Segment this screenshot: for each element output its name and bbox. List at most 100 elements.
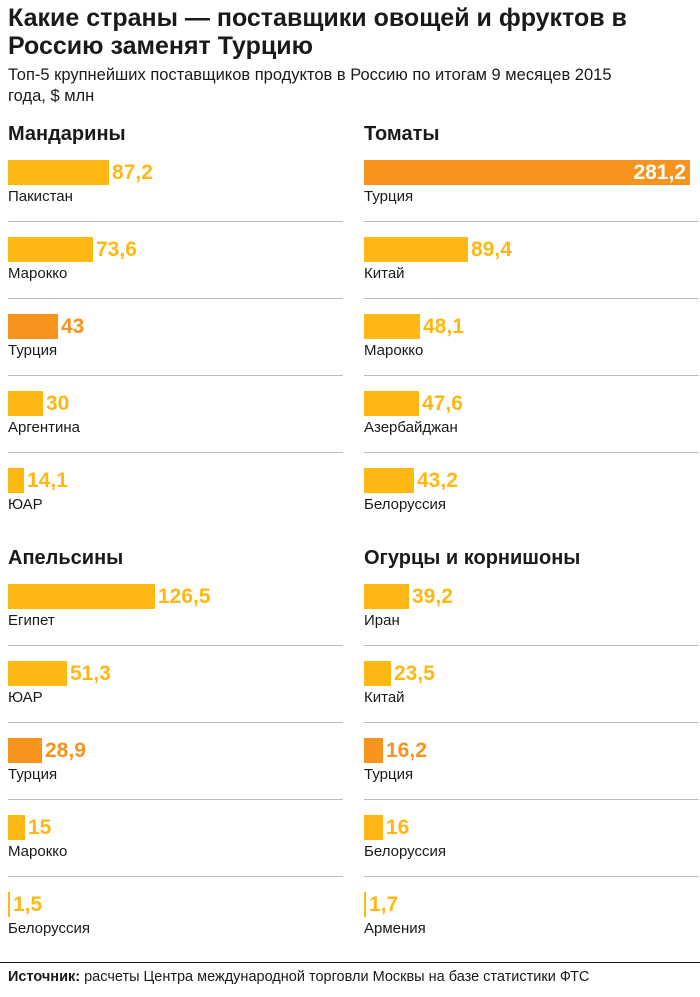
bar-row: 28,9 Турция: [8, 738, 343, 815]
category-label: ЮАР: [8, 689, 43, 706]
bar-row: 43 Турция: [8, 314, 343, 391]
row-separator: [364, 722, 699, 723]
bar: [364, 738, 383, 763]
panel-title: Мандарины: [8, 123, 126, 145]
category-label: Армения: [364, 920, 426, 937]
value-label: 47,6: [422, 392, 463, 415]
bar-row: 126,5 Египет: [8, 584, 343, 661]
row-separator: [364, 799, 699, 800]
bar: [364, 237, 468, 262]
value-label: 15: [28, 816, 52, 839]
value-label: 73,6: [96, 238, 137, 261]
value-label: 48,1: [423, 315, 464, 338]
value-label: 16: [386, 816, 410, 839]
bar-row: 15 Марокко: [8, 815, 343, 892]
row-separator: [8, 221, 343, 222]
bar: [364, 584, 409, 609]
bar-row: 16,2 Турция: [364, 738, 699, 815]
bar-row: 14,1 ЮАР: [8, 468, 343, 545]
category-label: Азербайджан: [364, 419, 458, 436]
bar-row: 51,3 ЮАР: [8, 661, 343, 738]
bar-row: 43,2 Белоруссия: [364, 468, 699, 545]
bar: [364, 160, 690, 185]
value-label: 43: [61, 315, 85, 338]
chart-subtitle: Топ-5 крупнейших поставщиков продуктов в…: [8, 66, 612, 105]
bar: [8, 738, 42, 763]
value-label: 126,5: [158, 585, 211, 608]
bar-row: 87,2 Пакистан: [8, 160, 343, 237]
category-label: Пакистан: [8, 188, 73, 205]
bar-row: 47,6 Азербайджан: [364, 391, 699, 468]
value-label: 89,4: [471, 238, 512, 261]
bar: [8, 468, 24, 493]
bar: [364, 314, 420, 339]
value-label: 1,7: [369, 893, 399, 916]
category-label: Турция: [8, 766, 58, 783]
chart-panel-2: Томаты 281,2 Турция 89,4 Китай 48,1 Марокко 47,…: [364, 122, 699, 545]
category-label: Марокко: [8, 843, 68, 860]
row-separator: [8, 722, 343, 723]
bar-row: 16 Белоруссия: [364, 815, 699, 892]
chart-panel-4: Огурцы и корнишоны 39,2 Иран 23,5 Китай 16,2 Т…: [364, 546, 699, 969]
bar-row: 30 Аргентина: [8, 391, 343, 468]
chart-panel-1: Мандарины 87,2 Пакистан 73,6 Марокко 43 Турция…: [8, 122, 343, 545]
bar: [364, 468, 414, 493]
bar: [8, 314, 58, 339]
category-label: Белоруссия: [364, 496, 446, 513]
row-separator: [364, 221, 699, 222]
category-label: Турция: [364, 766, 414, 783]
row-separator: [364, 298, 699, 299]
source-label: Источник:: [8, 969, 81, 985]
chart-title: Какие страны — поставщики овощей и фрукт…: [8, 4, 627, 60]
chart-panel-3: Апельсины 126,5 Египет 51,3 ЮАР 28,9 Турция 15 М…: [8, 546, 343, 969]
value-label: 39,2: [412, 585, 453, 608]
source-divider: [0, 962, 700, 963]
bar: [8, 160, 109, 185]
bar-row: 39,2 Иран: [364, 584, 699, 661]
category-label: ЮАР: [8, 496, 43, 513]
bar: [364, 892, 366, 917]
bar: [8, 815, 25, 840]
bar-row: 48,1 Марокко: [364, 314, 699, 391]
bar: [8, 237, 93, 262]
bar: [8, 892, 10, 917]
source-note: Источник: расчеты Центра международной т…: [8, 966, 589, 988]
bar: [8, 391, 43, 416]
category-label: Аргентина: [8, 419, 80, 436]
value-label: 51,3: [70, 662, 111, 685]
category-label: Белоруссия: [8, 920, 90, 937]
value-label: 30: [46, 392, 70, 415]
value-label: 23,5: [394, 662, 435, 685]
row-separator: [364, 452, 699, 453]
category-label: Белоруссия: [364, 843, 446, 860]
value-label: 14,1: [27, 469, 68, 492]
category-label: Турция: [8, 342, 58, 359]
row-separator: [8, 375, 343, 376]
bar: [364, 661, 391, 686]
bar-row: 23,5 Китай: [364, 661, 699, 738]
bar-row: 89,4 Китай: [364, 237, 699, 314]
bar-row: 1,7 Армения: [364, 892, 699, 969]
category-label: Турция: [364, 188, 414, 205]
row-separator: [364, 645, 699, 646]
category-label: Марокко: [8, 265, 68, 282]
source-text: расчеты Центра международной торговли Мо…: [84, 969, 590, 985]
value-label: 87,2: [112, 161, 153, 184]
bar-row: 281,2 Турция: [364, 160, 699, 237]
value-label: 281,2: [633, 161, 686, 184]
bar-row: 1,5 Белоруссия: [8, 892, 343, 969]
panel-title: Томаты: [364, 123, 440, 145]
row-separator: [364, 876, 699, 877]
value-label: 43,2: [417, 469, 458, 492]
row-separator: [8, 799, 343, 800]
row-separator: [8, 645, 343, 646]
category-label: Китай: [364, 265, 405, 282]
bar: [364, 815, 383, 840]
row-separator: [8, 298, 343, 299]
panel-title: Апельсины: [8, 547, 124, 569]
value-label: 1,5: [13, 893, 43, 916]
bar-row: 73,6 Марокко: [8, 237, 343, 314]
bar: [8, 584, 155, 609]
value-label: 28,9: [45, 739, 86, 762]
